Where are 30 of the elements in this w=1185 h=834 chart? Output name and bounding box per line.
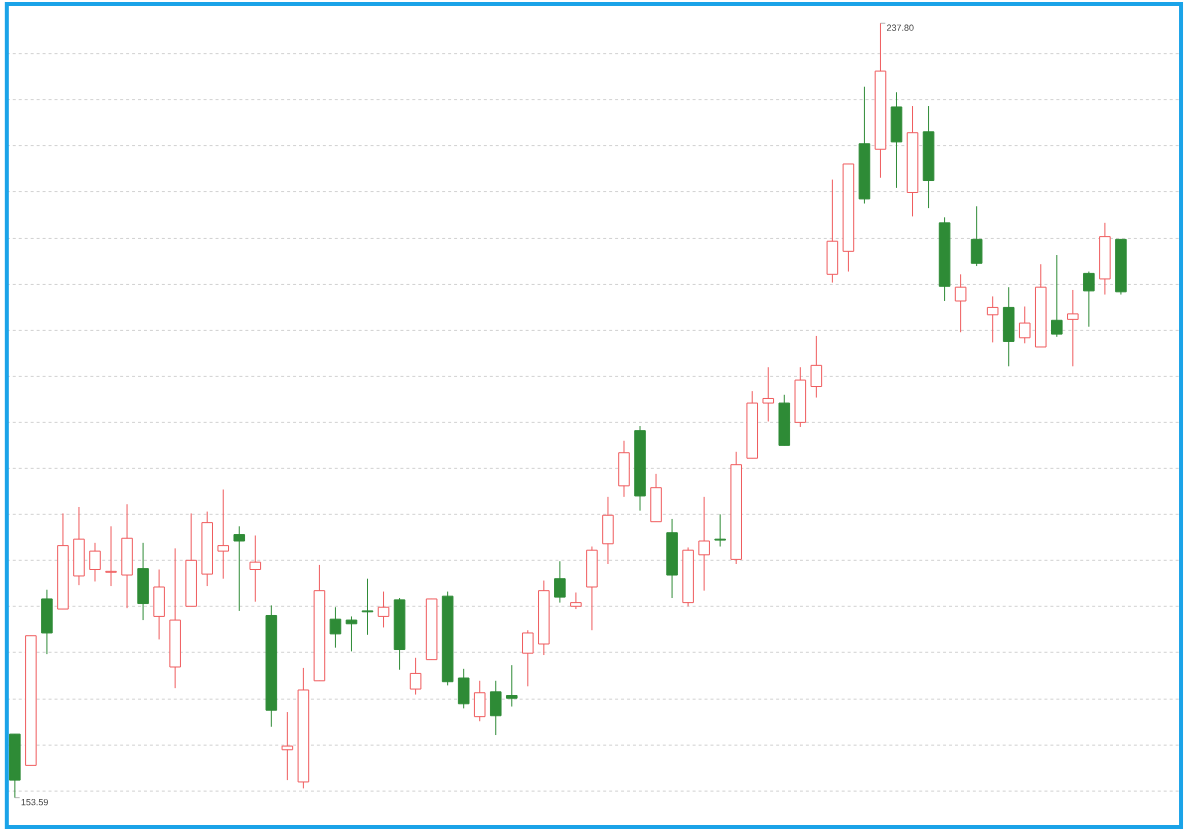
candlestick: [1083, 271, 1095, 328]
candlestick: [361, 578, 374, 636]
candlestick: [986, 295, 999, 343]
candlestick: [762, 366, 775, 423]
candlestick: [89, 542, 101, 583]
annotation: 237.80: [887, 24, 914, 31]
candlestick: [105, 525, 117, 587]
candlestick: [377, 591, 390, 629]
candlestick: [698, 496, 710, 592]
candlestick: [233, 525, 246, 612]
candlestick: [954, 273, 967, 333]
candlestick: [970, 205, 983, 267]
candlestick: [345, 615, 358, 652]
candlestick: [473, 680, 486, 722]
candlestick: [1067, 289, 1079, 367]
candlestick: [1051, 254, 1063, 338]
candlestick: [1018, 306, 1031, 344]
candlestick: [714, 513, 726, 548]
candlestick: [810, 335, 823, 399]
annotation: 153.59: [21, 799, 48, 806]
candlestick: [505, 664, 518, 708]
candlestick: [489, 680, 502, 736]
candlestick: [409, 657, 422, 696]
candlestick: [249, 535, 262, 603]
candlestick: [570, 592, 582, 610]
candlestick: [217, 489, 230, 580]
candlestick: [329, 606, 342, 649]
candlestick: [554, 560, 566, 604]
candlestick: [281, 711, 294, 781]
candlestick: [522, 629, 534, 687]
